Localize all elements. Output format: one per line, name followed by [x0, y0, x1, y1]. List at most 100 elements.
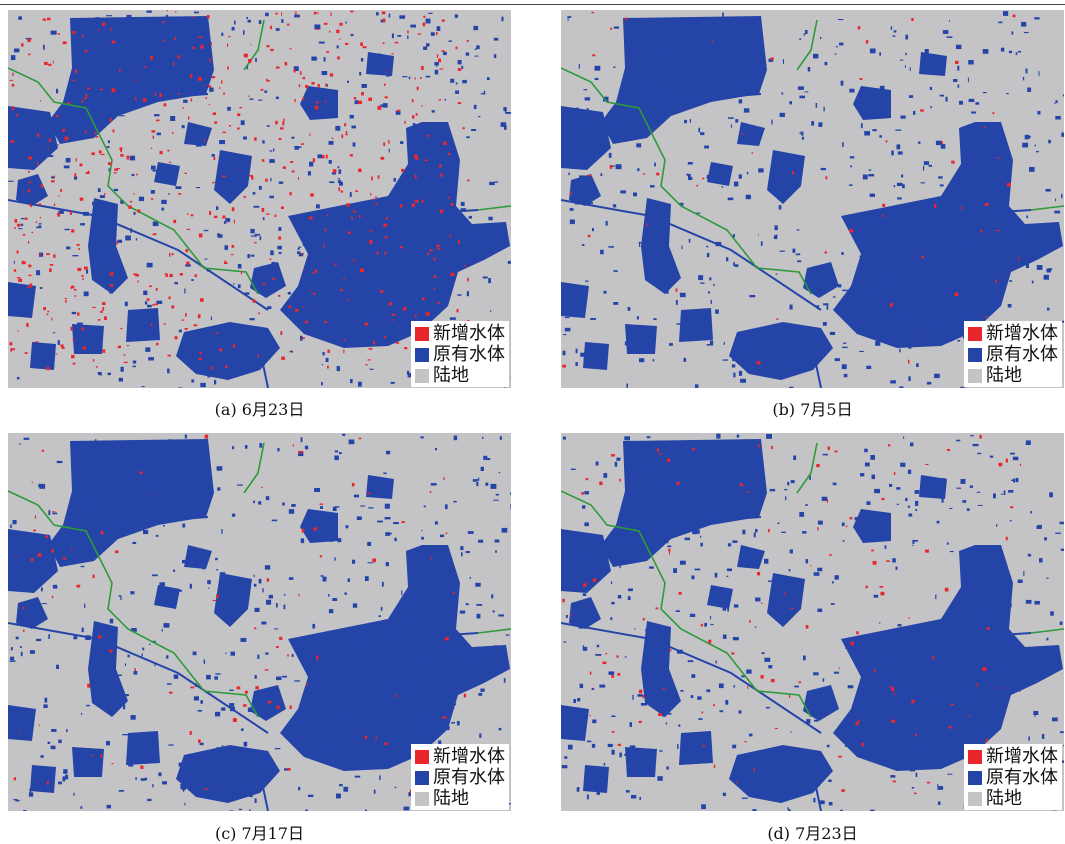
water-fragment [314, 488, 320, 492]
water-fragment [289, 577, 294, 580]
water-fragment [921, 182, 926, 183]
new-water-patch [16, 114, 18, 117]
water-fragment [902, 667, 904, 669]
new-water-patch [396, 342, 400, 344]
new-water-patch [232, 207, 235, 211]
water-fragment [764, 559, 768, 564]
new-water-patch [467, 40, 469, 42]
new-water-patch [882, 204, 885, 207]
water-fragment [427, 207, 432, 211]
water-fragment [930, 106, 932, 108]
water-fragment [385, 504, 390, 509]
water-fragment [576, 108, 579, 111]
new-water-patch [47, 367, 50, 370]
water-fragment [308, 536, 311, 539]
new-water-patch [692, 448, 695, 451]
water-fragment [292, 137, 295, 139]
water-fragment [931, 70, 933, 72]
water-fragment [899, 349, 900, 353]
water-fragment [732, 357, 734, 362]
water-fragment [732, 745, 736, 749]
water-fragment [66, 247, 70, 250]
water-fragment [672, 37, 675, 40]
water-fragment [870, 810, 875, 811]
water-fragment [630, 745, 636, 750]
new-water-patch [344, 339, 345, 341]
new-water-patch [386, 71, 387, 72]
water-fragment [729, 462, 732, 463]
water-fragment [415, 693, 419, 695]
new-water-patch [422, 298, 425, 301]
new-water-patch [355, 190, 358, 192]
water-fragment [954, 232, 955, 237]
water-fragment [132, 542, 136, 544]
water-fragment [36, 270, 40, 275]
legend-swatch-original-water [968, 771, 982, 785]
water-fragment [119, 378, 123, 382]
water-fragment [198, 710, 202, 712]
lake [641, 198, 681, 294]
water-fragment [194, 12, 199, 14]
water-fragment [624, 436, 630, 440]
water-fragment [354, 495, 359, 498]
water-fragment [30, 650, 35, 654]
new-water-patch [351, 217, 353, 220]
water-fragment [107, 281, 110, 283]
water-fragment [780, 251, 785, 252]
water-fragment [678, 724, 680, 726]
new-water-patch [185, 173, 187, 174]
new-water-patch [283, 166, 286, 169]
new-water-patch [880, 586, 884, 588]
new-water-patch [58, 214, 60, 217]
water-fragment [1016, 478, 1019, 482]
water-fragment [825, 62, 828, 65]
new-water-patch [232, 245, 235, 248]
water-fragment [695, 384, 698, 388]
new-water-patch [668, 549, 670, 552]
new-water-patch [169, 296, 171, 299]
water-fragment [866, 366, 871, 369]
water-fragment [234, 21, 236, 25]
water-fragment [322, 364, 323, 365]
water-fragment [339, 169, 342, 174]
water-fragment [938, 802, 941, 805]
water-fragment [685, 527, 690, 530]
new-water-patch [155, 92, 156, 96]
water-fragment [219, 140, 225, 144]
new-water-patch [28, 265, 31, 268]
new-water-patch [221, 80, 222, 83]
water-fragment [731, 124, 732, 127]
water-fragment [894, 250, 896, 254]
water-fragment [726, 257, 728, 261]
water-fragment [613, 67, 616, 68]
water-fragment [427, 293, 432, 295]
new-water-patch [415, 314, 416, 317]
water-fragment [977, 453, 981, 454]
water-fragment [585, 556, 588, 560]
water-fragment [866, 682, 869, 684]
new-water-patch [110, 272, 114, 275]
water-fragment [655, 36, 657, 39]
water-fragment [455, 14, 458, 17]
new-water-patch [385, 252, 386, 255]
water-fragment [238, 284, 241, 288]
water-fragment [1016, 52, 1018, 55]
water-fragment [898, 151, 903, 154]
legend-label: 原有水体 [986, 344, 1058, 365]
water-fragment [727, 569, 732, 572]
new-water-patch [248, 59, 252, 63]
new-water-patch [73, 80, 75, 82]
new-water-patch [137, 280, 138, 283]
water-fragment [451, 722, 455, 724]
water-fragment [277, 448, 279, 451]
water-fragment [879, 52, 881, 55]
water-fragment [34, 766, 37, 770]
water-fragment [132, 451, 136, 456]
water-fragment [905, 65, 906, 67]
new-water-patch [893, 692, 895, 694]
water-fragment [915, 501, 918, 506]
water-fragment [706, 689, 710, 692]
legend-label: 原有水体 [433, 344, 505, 365]
water-fragment [905, 35, 908, 40]
water-fragment [440, 535, 444, 538]
